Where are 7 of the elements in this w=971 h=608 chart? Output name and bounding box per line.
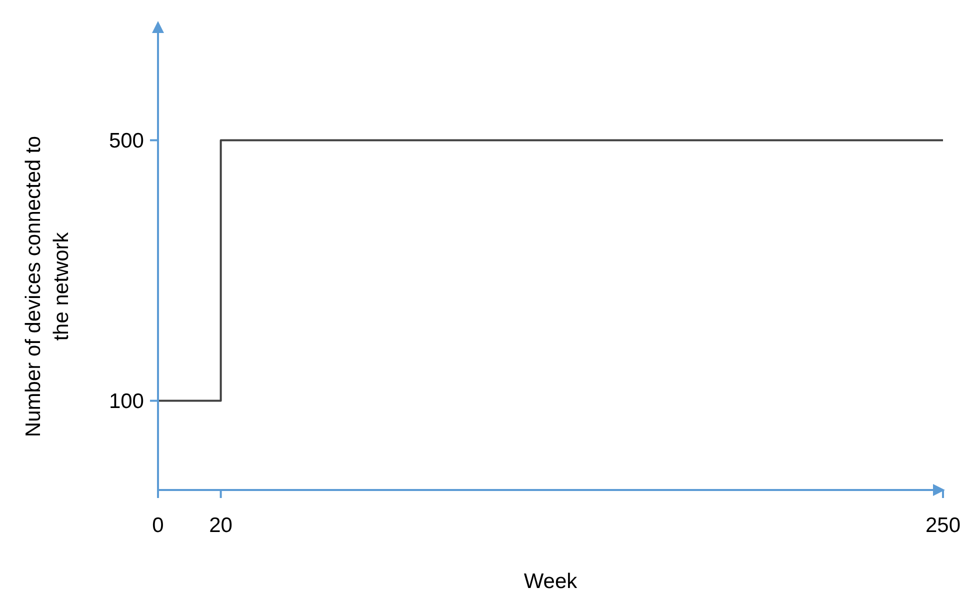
x-axis-title: Week	[524, 570, 578, 593]
x-tick-label: 20	[209, 514, 232, 537]
y-tick-label: 500	[108, 130, 144, 153]
x-tick-label: 0	[152, 514, 164, 537]
x-tick-label: 250	[925, 514, 961, 537]
y-tick-label: 100	[108, 390, 144, 414]
y-axis-title: Number of devices connected to the network	[22, 136, 73, 438]
